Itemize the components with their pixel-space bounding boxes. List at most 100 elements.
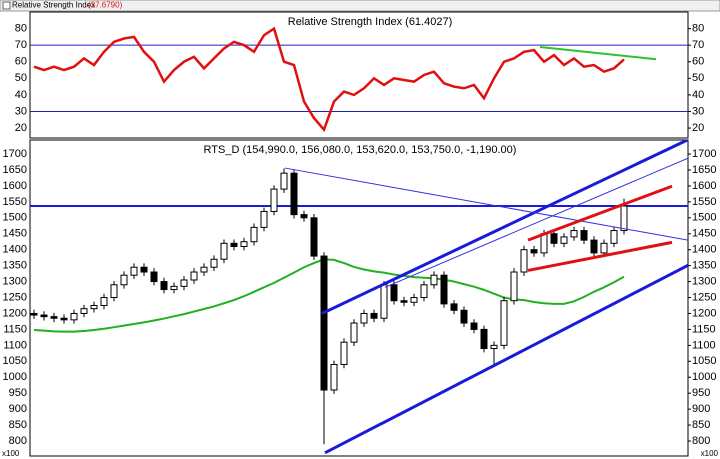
candle-body [60,317,68,321]
candle-body [130,266,138,276]
trend-line [527,184,673,242]
y-tick-label-right: 1700 [692,148,716,160]
y-tick-label: 1200 [3,307,27,319]
y-tick-label-right: 1400 [692,244,716,256]
y-tick-label-right: 1600 [692,180,716,192]
y-tick-label-right: 1450 [692,228,716,240]
candle-body [280,172,288,190]
candle-body [460,309,468,324]
candle-body [400,300,408,303]
y-tick-label-right: 850 [692,419,710,431]
candle-body [120,274,128,286]
candle-body [110,284,118,299]
candle-body [390,284,398,302]
y-tick-label-right: 1050 [692,355,716,367]
y-tick-label: 1250 [3,291,27,303]
candle-body [90,304,98,310]
candle-body [340,341,348,365]
candle-body [520,249,528,273]
candle-body [350,322,358,343]
y-tick-label-right: 950 [692,387,710,399]
y-tick-label-right: 1000 [692,371,716,383]
candle-body [230,242,238,248]
window-title: Relative Strength Index [12,1,95,10]
y-tick-label: 1350 [3,260,27,272]
candle-body [430,274,438,286]
candle-body [600,242,608,254]
y-tick-label-right: 70 [692,39,704,51]
candle-body [150,271,158,283]
y-tick-label-right: 1350 [692,260,716,272]
candle-body [380,284,388,319]
candle-body [530,249,538,254]
y-tick-label-right: 40 [692,89,704,101]
chart-title: Relative Strength Index (61.4027) [288,16,453,28]
y-tick-label: 1300 [3,275,27,287]
candle-body [370,312,378,319]
window-value: (37.6790) [88,1,123,10]
candle-body [300,214,308,219]
y-tick-label: 1700 [3,148,27,160]
candle-body [330,363,338,391]
y-tick-label-right: 30 [692,105,704,117]
candle-body [320,255,328,391]
y-tick-label: 1000 [3,371,27,383]
trend-line [321,140,688,315]
candle-body [140,266,148,273]
y-tick-label: 50 [15,72,27,84]
candle-body [310,217,318,257]
chart-title: RTS_D (154,990.0, 156,080.0, 153,620.0, … [204,144,517,156]
y-tick-label: 850 [9,419,27,431]
rsi-line [33,26,625,133]
rsi-panel [29,11,689,139]
y-tick-label-right: 1500 [692,212,716,224]
y-tick-label: 950 [9,387,27,399]
y-tick-label-right: 1150 [692,323,716,335]
y-tick-label: 60 [15,56,27,68]
candle-body [250,226,258,243]
y-tick-label-right: 800 [692,435,710,447]
candle-body [210,258,218,268]
candle-body [160,281,168,291]
candle-body [170,285,178,291]
scale-label: x100 [701,449,719,458]
candle-body [240,241,248,248]
candle-body [290,172,298,216]
candle-body [470,322,478,330]
y-tick-label-right: 1200 [692,307,716,319]
candle-body [100,297,108,306]
candle-body [360,312,368,324]
y-tick-label: 80 [15,22,27,34]
candle-body [40,314,48,318]
trend-line [284,167,688,241]
candle-body [610,230,618,244]
candle-body [510,271,518,302]
y-tick-label-right: 1100 [692,339,716,351]
trend-line [527,240,673,272]
y-tick-label-right: 900 [692,403,710,415]
y-tick-label-right: 1250 [692,291,716,303]
candle-body [220,242,228,260]
candle-body [180,279,188,287]
candle-body [80,308,88,314]
candle-body [550,233,558,244]
window-icon [2,1,11,10]
y-tick-label: 1550 [3,196,27,208]
y-tick-label-right: 1550 [692,196,716,208]
candle-body [580,230,588,241]
y-tick-label: 1600 [3,180,27,192]
y-tick-label: 1500 [3,212,27,224]
y-tick-label: 40 [15,89,27,101]
y-tick-label: 1100 [3,339,27,351]
y-tick-label: 1650 [3,164,27,176]
candle-body [200,266,208,273]
candle-body [480,328,488,350]
candle-body [500,300,508,346]
y-tick-label: 1450 [3,228,27,240]
y-tick-label: 1050 [3,355,27,367]
y-tick-label: 30 [15,105,27,117]
candle-body [260,210,268,228]
candle-body [570,230,578,238]
